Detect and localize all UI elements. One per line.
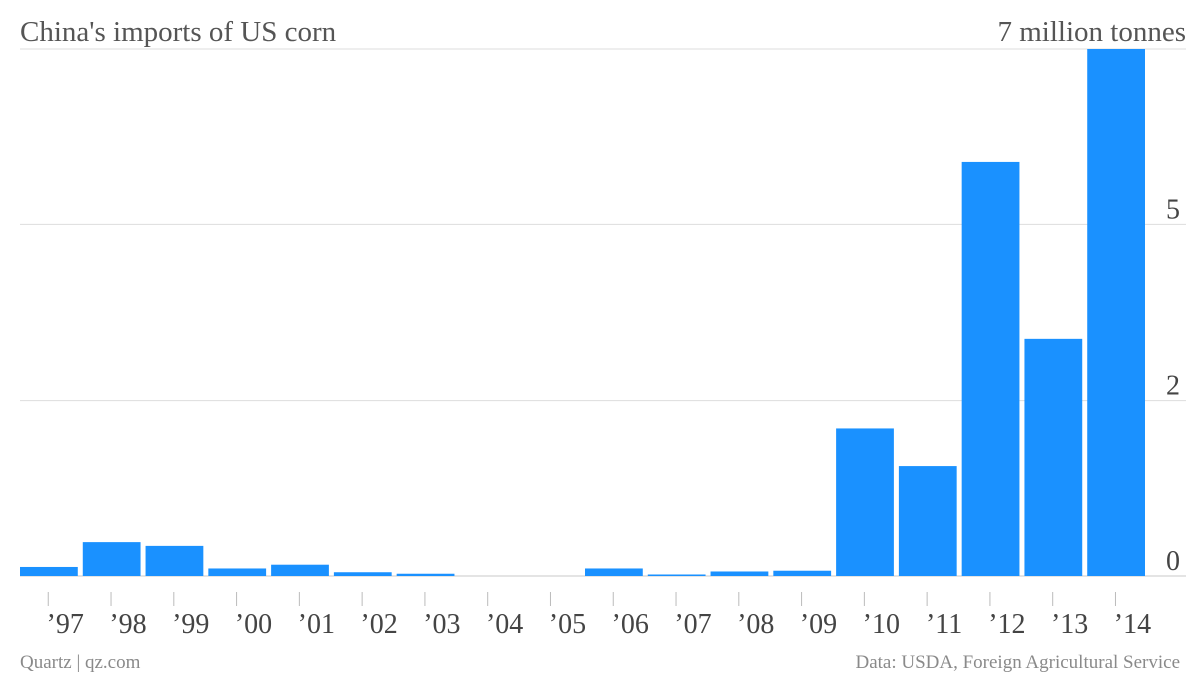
- y-tick-labels: 0 2 5: [1166, 194, 1180, 577]
- x-tick-label: ’05: [549, 609, 586, 640]
- x-tick-label: ’11: [926, 609, 962, 640]
- credit: Quartz | qz.com: [20, 652, 141, 673]
- bar: [585, 568, 643, 576]
- x-tick-label: ’04: [486, 609, 523, 640]
- bar: [396, 573, 455, 576]
- y-tick-label: 5: [1166, 194, 1180, 225]
- bar: [145, 545, 204, 576]
- chart-title: China's imports of US corn: [20, 16, 337, 48]
- bar: [836, 428, 894, 576]
- bar: [898, 466, 957, 576]
- unit-label: 7 million tonnes: [998, 16, 1187, 48]
- bar: [710, 571, 769, 576]
- bar: [1024, 338, 1083, 576]
- x-tick-label: ’99: [172, 609, 209, 640]
- bar: [773, 570, 832, 576]
- source: Data: USDA, Foreign Agricultural Service: [855, 652, 1180, 673]
- bar: [647, 574, 706, 576]
- x-tick-label: ’12: [988, 609, 1025, 640]
- x-tick-label: ’98: [109, 609, 146, 640]
- x-tick-label: ’00: [235, 609, 272, 640]
- y-tick-label: 0: [1166, 546, 1180, 577]
- x-tick-label: ’03: [423, 609, 460, 640]
- x-tick-label: ’07: [674, 609, 711, 640]
- bar: [961, 161, 1020, 576]
- x-tick-label: ’97: [47, 609, 84, 640]
- x-tick-label: ’08: [737, 609, 774, 640]
- x-tick-label: ’02: [360, 609, 397, 640]
- bar: [208, 568, 267, 576]
- bar: [20, 566, 78, 576]
- bar: [271, 564, 329, 576]
- bar: [333, 572, 392, 576]
- bars: [20, 49, 1145, 576]
- x-tick-label: ’09: [800, 609, 837, 640]
- x-tick-label: ’13: [1051, 609, 1088, 640]
- x-tick-label: ’06: [612, 609, 649, 640]
- x-tick-label: ’01: [298, 609, 335, 640]
- x-tick-label: ’10: [863, 609, 900, 640]
- x-tick-labels: ’97 ’98 ’99 ’00 ’01 ’02 ’03 ’04 ’05 ’06 ’07 ’08 ’09 ’…: [47, 592, 1151, 640]
- x-tick-label: ’14: [1114, 609, 1151, 640]
- y-tick-label: 2: [1166, 371, 1180, 402]
- bar: [82, 542, 141, 576]
- bar: [1087, 49, 1145, 576]
